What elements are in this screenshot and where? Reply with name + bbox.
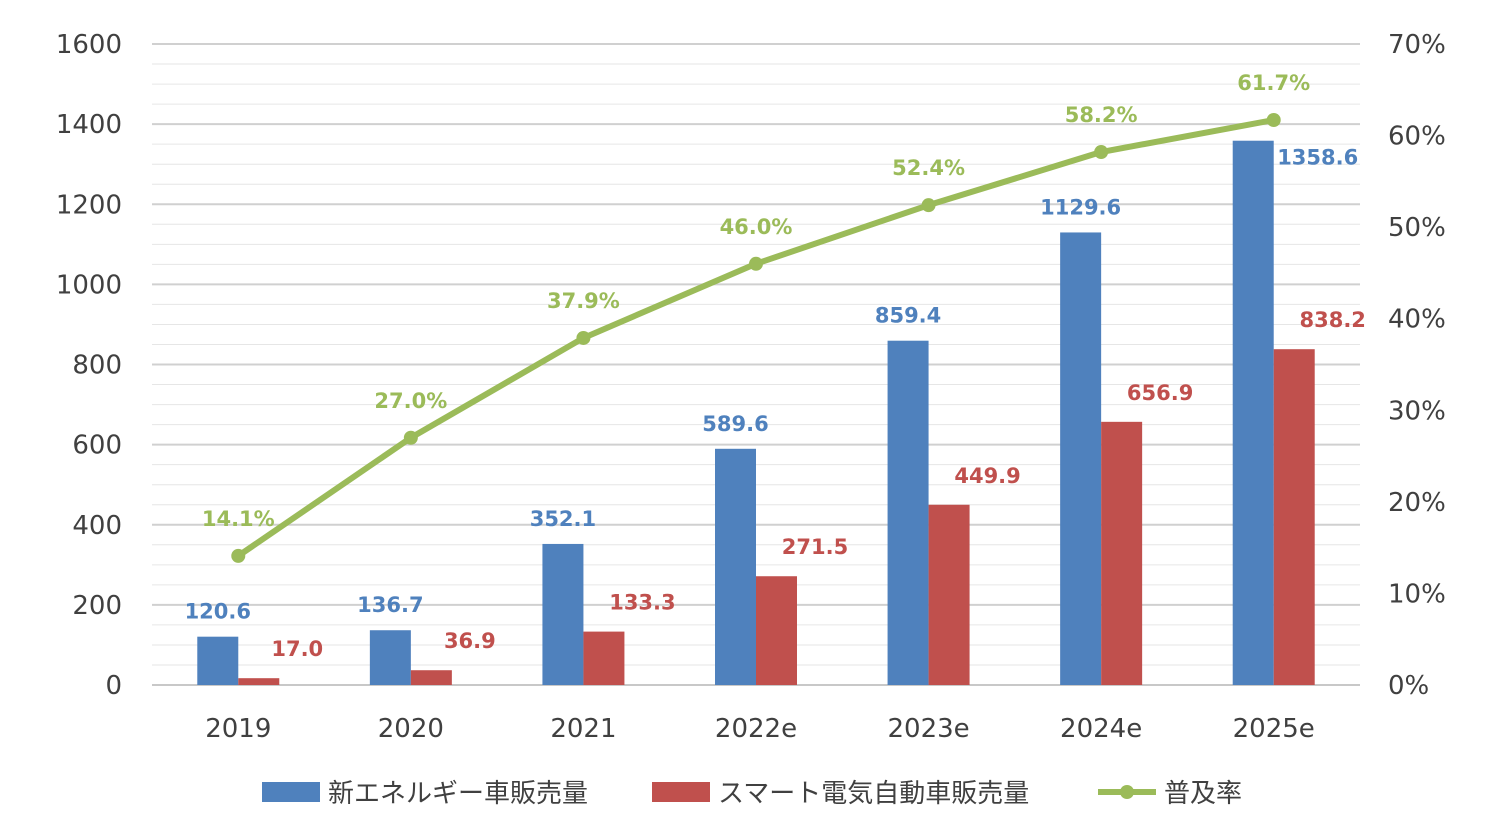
rate-value-label: 58.2% bbox=[1065, 103, 1138, 127]
right-axis: 0% 10% 20% 30% 40% 50% 60% 70% bbox=[1388, 30, 1446, 701]
category-label: 2022e bbox=[715, 714, 797, 744]
rate-value-label: 46.0% bbox=[720, 215, 793, 239]
smart-ev-bar bbox=[756, 576, 797, 685]
legend-label: スマート電気自動車販売量 bbox=[718, 779, 1029, 809]
legend-swatch bbox=[652, 782, 710, 802]
left-tick-label: 1400 bbox=[56, 110, 122, 140]
nev-value-label: 589.6 bbox=[702, 412, 768, 436]
bars bbox=[197, 140, 1315, 686]
smart-ev-bar bbox=[1101, 421, 1143, 685]
nev-value-label: 352.1 bbox=[530, 507, 596, 531]
nev-bar bbox=[542, 543, 584, 685]
smart-ev-bar bbox=[238, 678, 280, 685]
rate-value-label: 14.1% bbox=[202, 507, 275, 531]
right-tick-label: 0% bbox=[1388, 671, 1429, 701]
legend-label: 新エネルギー車販売量 bbox=[328, 779, 588, 809]
rate-point bbox=[231, 548, 246, 563]
rate-point bbox=[749, 256, 763, 271]
gridlines bbox=[152, 43, 1360, 686]
left-tick-label: 1600 bbox=[56, 30, 122, 60]
smart-ev-value-label: 838.2 bbox=[1299, 308, 1365, 332]
nev-value-label: 1358.6 bbox=[1277, 146, 1358, 170]
left-tick-label: 1000 bbox=[56, 270, 122, 300]
nev-bar bbox=[197, 636, 239, 685]
x-axis: 2019 2020 2021 2022e 2023e 2024e 2025e bbox=[205, 714, 1315, 744]
nev-bar bbox=[1232, 140, 1274, 685]
left-tick-label: 600 bbox=[72, 431, 122, 461]
right-tick-label: 70% bbox=[1388, 30, 1446, 60]
left-tick-label: 400 bbox=[72, 511, 122, 541]
left-tick-label: 800 bbox=[72, 351, 122, 381]
right-tick-label: 60% bbox=[1388, 122, 1446, 152]
legend-marker bbox=[1120, 785, 1134, 799]
category-label: 2021 bbox=[550, 714, 616, 744]
rate-point bbox=[921, 198, 936, 213]
rate-point bbox=[1266, 113, 1281, 128]
rate-value-label: 61.7% bbox=[1237, 71, 1310, 95]
nev-value-label: 136.7 bbox=[357, 593, 423, 617]
smart-ev-bar bbox=[583, 631, 625, 685]
nev-bar bbox=[1060, 232, 1102, 686]
nev-bar bbox=[715, 448, 756, 685]
right-tick-label: 50% bbox=[1388, 213, 1446, 243]
right-tick-label: 20% bbox=[1388, 488, 1446, 518]
rate-value-label: 37.9% bbox=[547, 289, 620, 313]
nev-bar bbox=[369, 630, 411, 685]
nev-bar bbox=[887, 340, 929, 685]
left-tick-label: 1200 bbox=[56, 190, 122, 220]
smart-ev-bar bbox=[410, 670, 452, 685]
legend: 新エネルギー車販売量 スマート電気自動車販売量 普及率 bbox=[262, 779, 1242, 809]
nev-value-label: 1129.6 bbox=[1040, 195, 1121, 219]
nev-value-label: 859.4 bbox=[875, 304, 941, 328]
smart-ev-bar bbox=[1273, 349, 1315, 685]
smart-ev-bar bbox=[928, 504, 970, 685]
rate-value-label: 27.0% bbox=[374, 389, 447, 413]
smart-ev-value-label: 36.9 bbox=[444, 629, 496, 653]
rate-value-label: 52.4% bbox=[892, 156, 965, 180]
left-tick-label: 200 bbox=[72, 591, 122, 621]
right-tick-label: 40% bbox=[1388, 305, 1446, 335]
nev-value-label: 120.6 bbox=[185, 600, 251, 624]
left-axis: 0 200 400 600 800 1000 1200 1400 1600 bbox=[56, 30, 122, 701]
smart-ev-value-label: 271.5 bbox=[782, 535, 848, 559]
category-label: 2023e bbox=[887, 714, 969, 744]
category-label: 2025e bbox=[1233, 714, 1315, 744]
smart-ev-value-label: 656.9 bbox=[1127, 381, 1193, 405]
right-tick-label: 10% bbox=[1388, 579, 1446, 609]
rate-line bbox=[231, 113, 1281, 563]
left-tick-label: 0 bbox=[105, 671, 122, 701]
smart-ev-value-label: 449.9 bbox=[954, 464, 1020, 488]
rate-point bbox=[576, 330, 591, 345]
rate-point bbox=[403, 430, 418, 445]
category-label: 2019 bbox=[205, 714, 271, 744]
right-tick-label: 30% bbox=[1388, 396, 1446, 426]
data-labels: 120.6 17.0 136.7 36.9 352.1 133.3 589.6 271.5 85… bbox=[185, 71, 1366, 661]
smart-ev-value-label: 133.3 bbox=[609, 591, 675, 615]
category-label: 2020 bbox=[378, 714, 444, 744]
rate-point bbox=[1094, 145, 1109, 160]
legend-label: 普及率 bbox=[1164, 779, 1242, 809]
legend-swatch bbox=[262, 782, 320, 802]
smart-ev-value-label: 17.0 bbox=[271, 637, 323, 661]
category-label: 2024e bbox=[1060, 714, 1142, 744]
